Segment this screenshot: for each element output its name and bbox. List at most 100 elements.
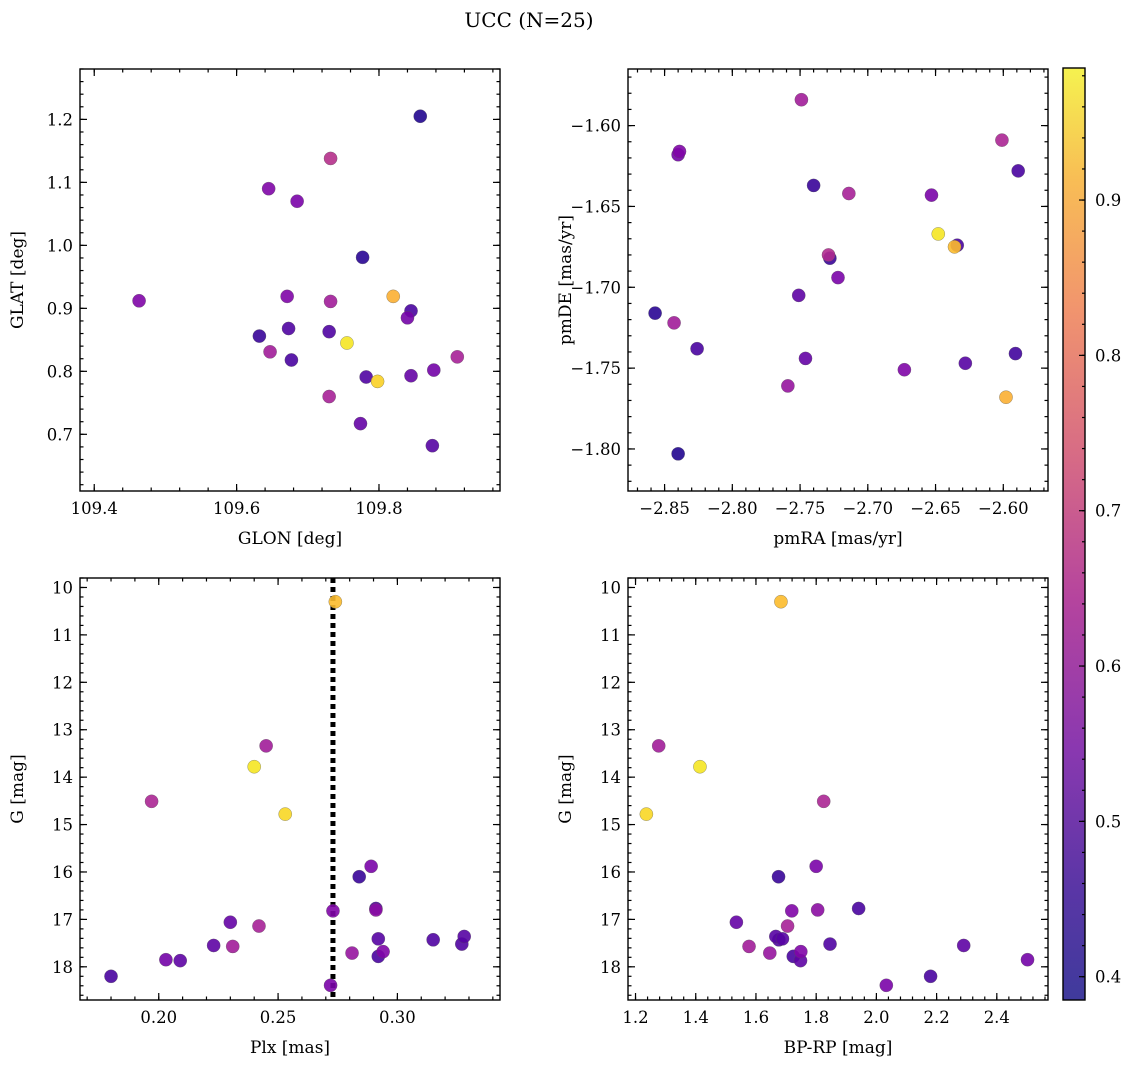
data-point [328,594,343,609]
x-axis-label: BP-RP [mag] [784,1038,893,1058]
data-point [352,869,367,884]
data-point [667,315,681,330]
data-point [247,759,262,774]
y-tick-label: 1.2 [47,110,73,129]
data-point [404,368,418,383]
data-point [810,903,825,917]
scatter-panel-3: 0.20 0.25 0.30 10 11 12 13 14 15 16 17 18 Plx [mas] G… [8,577,501,1058]
x-tick-label: −2.75 [775,499,826,518]
data-point [774,594,788,609]
data-point [648,306,662,320]
y-tick-label: 17 [600,910,621,929]
data-point [771,869,786,884]
y-tick-label: 11 [52,626,73,645]
x-tick-label: 2.2 [923,1008,949,1027]
data-point [104,969,118,984]
y-tick-label: 1.0 [47,236,73,255]
x-tick-label: 1.4 [683,1008,709,1027]
data-point [225,939,240,954]
data-point [322,389,337,404]
scatter-panel-2: −2.85 −2.80 −2.75 −2.70 −2.65 −2.60 −1.60 −1.65… [556,68,1049,549]
data-point [762,946,777,960]
y-tick-label: 1.1 [47,173,73,192]
data-point [206,938,221,953]
colorbar-tick-label: 0.6 [1095,657,1121,676]
axes-frame [79,68,501,492]
data-point [742,939,756,954]
data-point [791,288,806,303]
data-point [693,759,707,774]
y-tick-label: 14 [600,768,621,787]
data-point [280,289,295,304]
data-point [144,794,159,809]
data-point [780,919,795,933]
x-axis-label: GLON [deg] [238,529,342,549]
data-point [781,379,795,393]
data-point [252,329,267,343]
colorbar-tick-label: 0.9 [1095,191,1121,210]
colorbar-frame [1062,67,1086,1001]
data-point [879,978,894,993]
y-tick-label: 13 [600,721,621,740]
data-point [290,194,304,209]
y-tick-label: 15 [52,816,73,835]
colorbar-tick-label: 0.7 [1095,502,1121,521]
data-point [806,178,821,193]
y-tick-label: 10 [600,578,621,597]
data-point [426,932,441,947]
data-point [794,92,809,107]
data-point [353,416,368,431]
x-tick-label: −2.80 [707,499,758,518]
data-point [639,807,654,821]
y-tick-label: 18 [600,958,621,977]
data-point [923,969,938,984]
data-point [281,321,296,336]
data-point [326,904,340,918]
data-point [672,144,687,159]
axes-frame [627,68,1049,492]
y-axis-label: G [mag] [8,754,28,823]
data-point [729,915,744,930]
x-tick-label: −2.85 [639,499,690,518]
data-point [671,446,685,461]
data-point [999,390,1013,405]
data-point [323,294,338,309]
x-tick-label: 1.2 [622,1008,648,1027]
colorbar-tick-label: 0.8 [1095,346,1121,365]
y-tick-label: 12 [600,673,621,692]
data-point [784,904,799,918]
y-tick-label: 18 [52,958,73,977]
y-axis-label: G [mag] [556,754,576,823]
y-axis-label: pmDE [mas/yr] [556,215,576,345]
y-tick-label: 17 [52,910,73,929]
data-point [223,915,238,930]
data-point [252,919,266,933]
colorbar-tick-label: 0.4 [1095,968,1121,987]
y-tick-label: −1.75 [570,359,621,378]
x-tick-label: 2.4 [984,1008,1010,1027]
data-point [364,859,378,874]
data-point [821,248,836,262]
data-point [816,794,831,809]
figure-title: UCC (N=25) [464,8,593,32]
x-tick-label: 109.4 [71,499,118,518]
colorbar-gradient [1063,68,1085,1000]
data-point [323,151,338,166]
x-axis-label: pmRA [mas/yr] [773,529,902,549]
data-point [775,931,790,946]
y-tick-label: 11 [600,626,621,645]
data-point [426,363,441,377]
data-point [924,188,939,202]
data-point [831,270,845,285]
x-tick-label: 1.6 [743,1008,769,1027]
x-axis-label: Plx [mas] [250,1038,330,1058]
y-tick-label: 14 [52,768,73,787]
x-tick-label: 0.30 [379,1008,416,1027]
data-point [995,133,1009,147]
y-tick-label: 16 [600,863,621,882]
y-axis-label: GLAT [deg] [8,231,28,329]
data-point [897,362,912,377]
data-point [798,351,813,366]
y-tick-label: 15 [600,816,621,835]
